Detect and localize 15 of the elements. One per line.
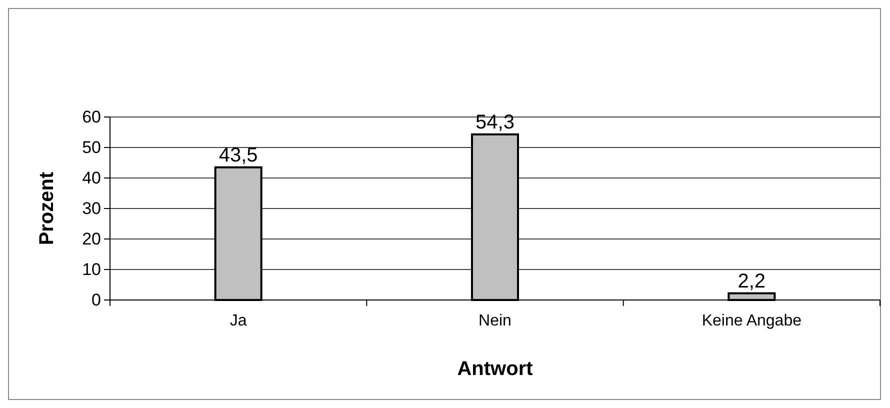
x-tick-label: Nein [478,312,512,330]
y-axis-title: Prozent [36,171,58,246]
data-label: 54,3 [476,111,514,134]
x-tick-label: Ja [230,312,247,330]
data-label: 43,5 [218,144,258,166]
y-tick-label: 60 [82,107,101,126]
y-tick-label: 50 [82,138,101,157]
y-tick-label: 30 [82,198,101,218]
y-tick-label: 0 [92,290,101,310]
y-tick-label: 20 [82,229,101,248]
x-tick-label: Keine Angabe [702,312,802,330]
x-axis-title: Antwort [457,358,534,380]
data-label: 2,2 [738,270,766,292]
y-tick-label: 10 [82,260,101,279]
y-tick-label: 40 [82,168,101,188]
